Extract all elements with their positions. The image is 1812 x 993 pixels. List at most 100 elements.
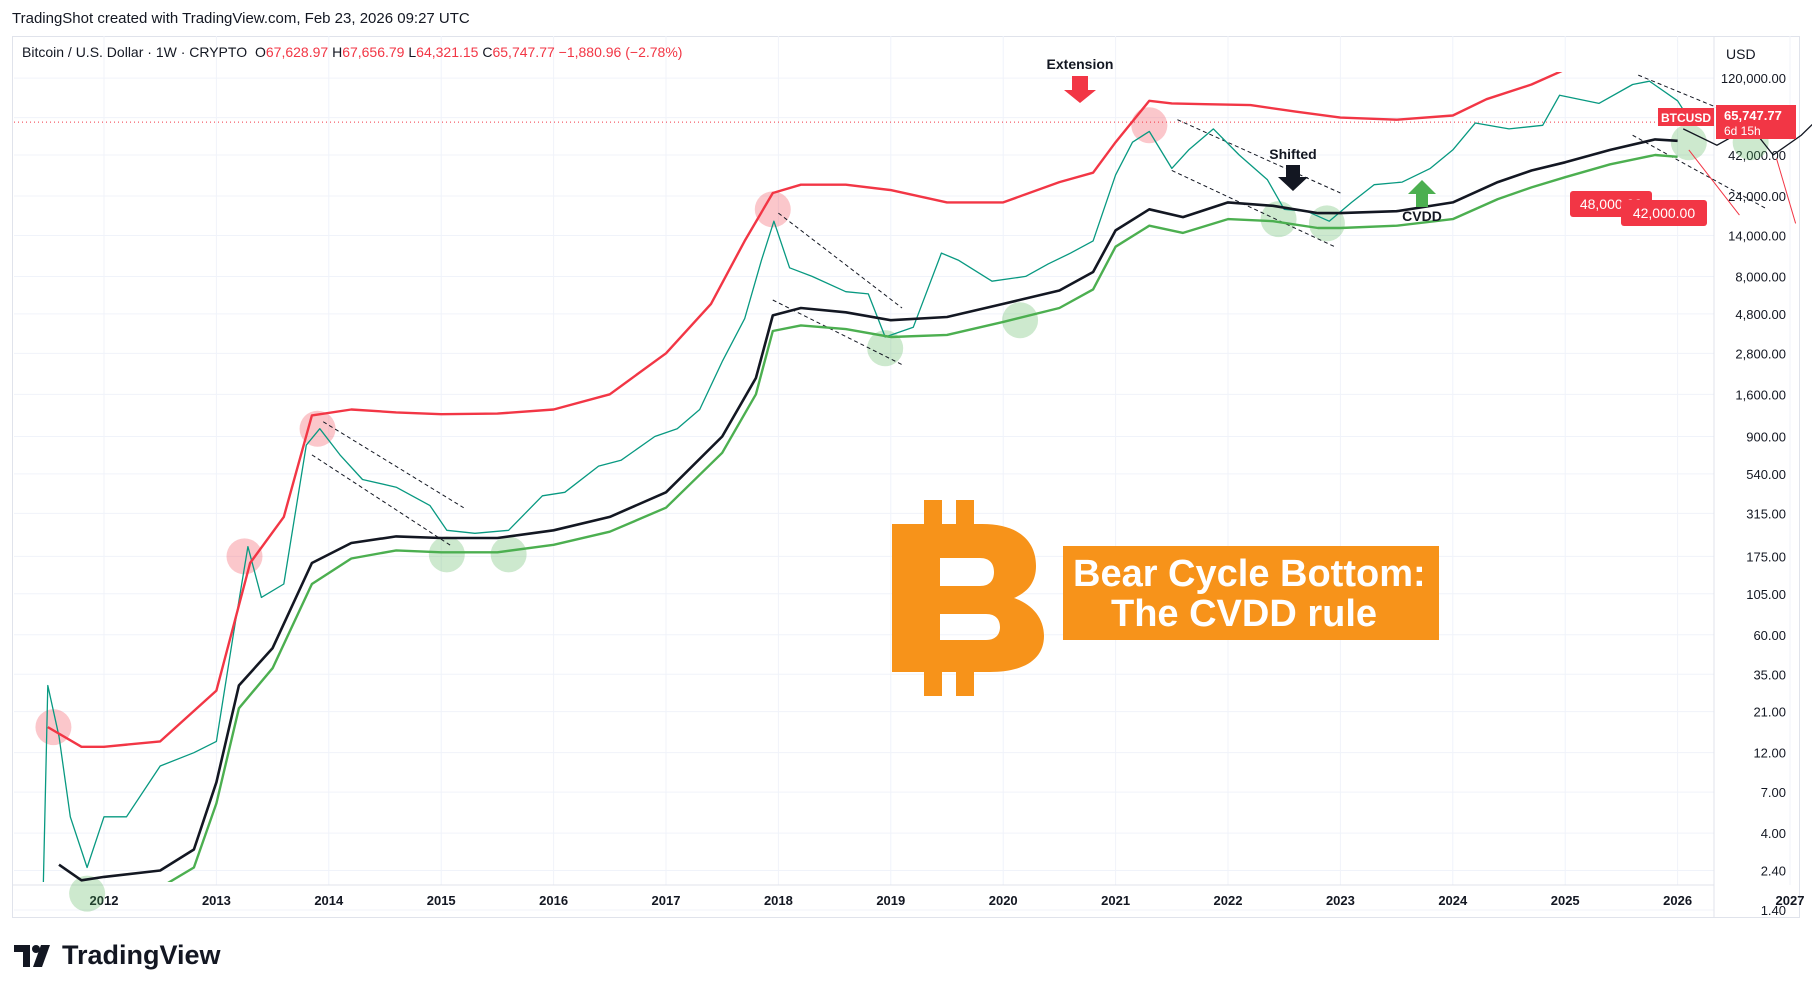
annotation-cvdd: CVDD	[1402, 208, 1442, 224]
time-tick-label[interactable]: 2015	[427, 893, 456, 908]
cycle-bottom-marker	[490, 536, 527, 573]
price-axis-currency[interactable]: USD	[1726, 46, 1756, 62]
cycle-bottom-marker	[1670, 124, 1707, 161]
projection-path	[1682, 123, 1812, 224]
price-tick-label[interactable]: 42,000.00	[1728, 148, 1786, 163]
grid	[14, 36, 1791, 911]
footer-brand: TradingView	[62, 940, 221, 970]
price-tick-label[interactable]: 4,800.00	[1735, 307, 1786, 322]
price-tick-label[interactable]: 7.00	[1761, 785, 1786, 800]
target-tag-42000: 42,000.00	[1633, 205, 1695, 221]
channel-line	[311, 454, 453, 548]
legend-symbol: Bitcoin / U.S. Dollar · 1W · CRYPTO	[22, 44, 248, 60]
target-leader-1	[1688, 149, 1740, 216]
legend-low-label: L	[408, 44, 417, 60]
time-tick-label[interactable]: 2022	[1214, 893, 1243, 908]
channel-line	[1177, 119, 1341, 194]
time-tick-label[interactable]: 2023	[1326, 893, 1355, 908]
projection-zigzag	[1682, 123, 1812, 156]
btcusd-symbol-tag: BTCUSD	[1661, 111, 1711, 125]
time-tick-label[interactable]: 2013	[202, 893, 231, 908]
tradingview-logo[interactable]: TradingView	[14, 940, 221, 971]
price-tick-label[interactable]: 1,600.00	[1735, 387, 1786, 402]
cycle-bottom-marker	[1002, 302, 1039, 339]
channel-line	[1171, 170, 1335, 248]
upper-band-line	[47, 72, 1563, 748]
price-tick-label[interactable]: 900.00	[1746, 429, 1786, 444]
time-tick-label[interactable]: 2025	[1551, 893, 1580, 908]
last-price-tag-bg	[1716, 105, 1796, 139]
cycle-bottom-marker	[428, 536, 465, 573]
price-tick-label[interactable]: 12.00	[1753, 746, 1786, 761]
price-axis[interactable]: USD 120,000.0070,000.0042,000.0024,000.0…	[1713, 37, 1786, 918]
band-lines	[42, 72, 1692, 882]
price-tick-label[interactable]: 120,000.00	[1721, 71, 1786, 86]
price-tick-label[interactable]: 14,000.00	[1728, 228, 1786, 243]
price-tick-label[interactable]: 35.00	[1753, 667, 1786, 682]
target-leader-2	[1776, 158, 1797, 224]
cycle-bottom-marker	[69, 875, 106, 912]
cycle-top-marker	[1131, 107, 1168, 144]
channel-line	[778, 212, 903, 309]
time-tick-label[interactable]: 2018	[764, 893, 793, 908]
bear-channels	[311, 74, 1785, 548]
price-tick-label[interactable]: 2.40	[1761, 864, 1786, 879]
legend-open: 67,628.97	[265, 44, 329, 60]
cvdd-arrow-icon	[1408, 180, 1436, 207]
cvdd-line	[58, 138, 1678, 882]
time-tick-label[interactable]: 2027	[1776, 893, 1805, 908]
title-line-1: Bear Cycle Bottom:	[1073, 553, 1426, 595]
legend-close-label: C	[482, 44, 493, 60]
price-tick-label[interactable]: 105.00	[1746, 587, 1786, 602]
bitcoin-logo-icon	[892, 500, 1044, 696]
annotation-shifted: Shifted	[1269, 146, 1316, 162]
time-tick-label[interactable]: 2014	[314, 893, 344, 908]
time-tick-label[interactable]: 2017	[652, 893, 681, 908]
cycle-bottom-marker	[867, 330, 904, 367]
price-tick-label[interactable]: 4.00	[1761, 826, 1786, 841]
price-tick-label[interactable]: 540.00	[1746, 467, 1786, 482]
price-tick-label[interactable]: 60.00	[1753, 628, 1786, 643]
cycle-bottom-marker	[1308, 205, 1345, 242]
price-tick-label[interactable]: 1.40	[1761, 903, 1786, 918]
price-tick-label[interactable]: 2,800.00	[1735, 346, 1786, 361]
price-tick-label[interactable]: 8,000.00	[1735, 269, 1786, 284]
time-tick-label[interactable]: 2020	[989, 893, 1018, 908]
price-tick-label[interactable]: 21.00	[1753, 705, 1786, 720]
shifted-arrow-icon	[1278, 165, 1308, 191]
legend-high: 67,656.79	[342, 44, 405, 60]
time-tick-label[interactable]: 2026	[1663, 893, 1692, 908]
target-tag-42000-bg	[1621, 200, 1707, 226]
price-tick-label[interactable]: 175.00	[1746, 549, 1786, 564]
legend-low: 64,321.15	[416, 44, 479, 60]
annotation-extension: Extension	[1047, 56, 1114, 72]
price-tick-label[interactable]: 24,000.00	[1728, 189, 1786, 204]
time-tick-label[interactable]: 2019	[876, 893, 905, 908]
extension-arrow-icon	[1064, 76, 1096, 103]
chart-frame	[12, 36, 1800, 918]
channel-line	[1632, 134, 1768, 210]
title-line-2: The CVDD rule	[1111, 593, 1378, 635]
time-tick-label[interactable]: 2024	[1438, 893, 1468, 908]
lower-band-line	[167, 153, 1678, 882]
price-tick-label[interactable]: 315.00	[1746, 506, 1786, 521]
annotations: Extension Shifted CVDD	[1047, 56, 1442, 224]
chart-watermark-caption: TradingShot created with TradingView.com…	[12, 10, 470, 27]
time-tick-label[interactable]: 2021	[1101, 893, 1130, 908]
time-tick-label[interactable]: 2016	[539, 893, 568, 908]
tradingview-logo-icon	[14, 944, 50, 967]
cycle-top-marker	[35, 709, 72, 746]
last-price-countdown: 6d 15h	[1724, 124, 1761, 138]
legend-change: −1,880.96 (−2.78%)	[558, 44, 683, 60]
time-tick-label[interactable]: 2012	[90, 893, 119, 908]
legend-close: 65,747.77	[492, 44, 555, 60]
time-axis[interactable]: 2012 2013 2014 2015 2016 2017 2018 2019 2020 2021…	[12, 884, 1805, 908]
btcusd-symbol-tag-bg	[1658, 108, 1714, 126]
legend-high-label: H	[332, 44, 343, 60]
price-line	[42, 80, 1692, 882]
title-box: Bear Cycle Bottom: The CVDD rule	[1063, 546, 1439, 640]
ohlc-legend: Bitcoin / U.S. Dollar · 1W · CRYPTO O67,…	[22, 44, 682, 60]
legend-open-label: O	[254, 44, 266, 60]
